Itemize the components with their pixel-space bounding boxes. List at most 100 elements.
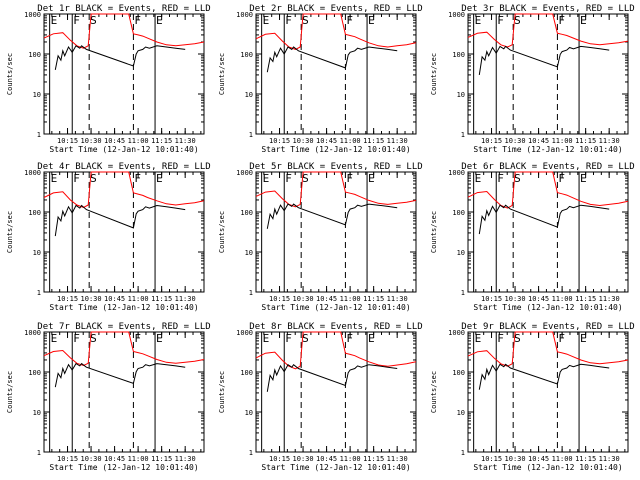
y-axis-label: Counts/sec xyxy=(6,371,14,413)
x-tick-label: 10:45 xyxy=(316,295,337,303)
x-tick-label: 10:30 xyxy=(81,137,102,145)
x-tick-label: 11:15 xyxy=(363,295,384,303)
marker-label: E xyxy=(156,172,163,185)
x-tick-label: 11:15 xyxy=(575,455,596,463)
series-line-events xyxy=(54,45,186,70)
marker-label: F xyxy=(73,332,80,345)
marker-label: E xyxy=(51,14,58,27)
marker-label: S xyxy=(302,332,309,345)
series-line-lld xyxy=(467,13,629,48)
marker-label: E xyxy=(580,332,587,345)
x-tick-label: 10:30 xyxy=(293,455,314,463)
marker-label: E xyxy=(475,14,482,27)
y-tick-label: 1000 xyxy=(448,11,465,19)
y-tick-label: 1 xyxy=(461,289,465,297)
x-tick-label: 11:30 xyxy=(387,295,408,303)
marker-label: S xyxy=(514,172,521,185)
chart-title: Det 8r BLACK = Events, RED = LLD xyxy=(249,322,422,332)
y-axis-label: Counts/sec xyxy=(218,53,226,95)
chart-panel: Det 3r BLACK = Events, RED = LLD 1 10 100 10… xyxy=(430,4,635,154)
marker-label: S xyxy=(90,332,97,345)
marker-label: S xyxy=(90,172,97,185)
x-tick-label: 10:45 xyxy=(528,137,549,145)
y-tick-label: 10 xyxy=(457,91,465,99)
y-tick-label: 10 xyxy=(457,409,465,417)
marker-label: S xyxy=(514,14,521,27)
marker-label: E xyxy=(51,332,58,345)
x-tick-label: 11:30 xyxy=(599,137,620,145)
x-tick-label: 11:00 xyxy=(552,295,573,303)
x-tick-label: 10:30 xyxy=(81,295,102,303)
x-tick-label: 10:15 xyxy=(269,295,290,303)
x-tick-label: 10:30 xyxy=(293,295,314,303)
y-tick-label: 1000 xyxy=(24,169,41,177)
series-line-lld xyxy=(255,331,417,370)
series-line-lld xyxy=(255,171,417,208)
marker-label: E xyxy=(580,14,587,27)
x-tick-label: 11:00 xyxy=(128,455,149,463)
marker-label: E xyxy=(156,332,163,345)
x-tick-label: 11:00 xyxy=(552,455,573,463)
series-line-lld xyxy=(43,171,205,208)
marker-label: F xyxy=(73,172,80,185)
x-axis-label: Start Time (12-Jan-12 10:01:40) xyxy=(49,303,198,312)
y-tick-label: 10 xyxy=(33,249,41,257)
marker-label: E xyxy=(156,14,163,27)
y-tick-label: 1 xyxy=(461,131,465,139)
marker-label: F xyxy=(497,172,504,185)
chart-panel: Det 2r BLACK = Events, RED = LLD 1 10 100 10… xyxy=(218,4,423,154)
series-line-events xyxy=(478,204,610,235)
x-tick-label: 10:15 xyxy=(57,137,78,145)
x-tick-label: 11:30 xyxy=(175,455,196,463)
marker-label: F xyxy=(134,332,141,345)
y-tick-label: 100 xyxy=(452,369,465,377)
marker-label: E xyxy=(475,332,482,345)
y-tick-label: 100 xyxy=(452,51,465,59)
x-tick-label: 10:45 xyxy=(528,295,549,303)
y-tick-label: 10 xyxy=(33,409,41,417)
marker-label: E xyxy=(368,14,375,27)
y-axis-label: Counts/sec xyxy=(218,211,226,253)
x-tick-label: 10:30 xyxy=(505,137,526,145)
x-tick-label: 11:00 xyxy=(340,455,361,463)
marker-label: E xyxy=(51,172,58,185)
x-tick-label: 11:00 xyxy=(128,137,149,145)
marker-label: S xyxy=(90,14,97,27)
marker-label: F xyxy=(285,172,292,185)
x-tick-label: 10:15 xyxy=(481,137,502,145)
x-axis-label: Start Time (12-Jan-12 10:01:40) xyxy=(261,303,410,312)
chart-title: Det 7r BLACK = Events, RED = LLD xyxy=(37,322,210,332)
x-axis-label: Start Time (12-Jan-12 10:01:40) xyxy=(49,145,198,154)
marker-label: E xyxy=(263,332,270,345)
x-tick-label: 10:15 xyxy=(481,295,502,303)
series-line-lld xyxy=(467,171,629,209)
x-tick-label: 10:45 xyxy=(528,455,549,463)
y-tick-label: 1000 xyxy=(448,169,465,177)
marker-label: F xyxy=(285,332,292,345)
y-tick-label: 100 xyxy=(28,209,41,217)
x-tick-label: 11:15 xyxy=(151,137,172,145)
marker-label: E xyxy=(368,172,375,185)
chart-title: Det 1r BLACK = Events, RED = LLD xyxy=(37,4,210,14)
x-tick-label: 11:30 xyxy=(599,455,620,463)
series-line-lld xyxy=(467,331,629,367)
x-tick-label: 11:30 xyxy=(387,137,408,145)
y-tick-label: 100 xyxy=(28,51,41,59)
y-tick-label: 1000 xyxy=(448,329,465,337)
x-axis-label: Start Time (12-Jan-12 10:01:40) xyxy=(473,463,622,472)
y-tick-label: 100 xyxy=(28,369,41,377)
x-tick-label: 11:30 xyxy=(599,295,620,303)
chart-panel: Det 5r BLACK = Events, RED = LLD 1 10 100 10… xyxy=(218,162,423,312)
y-tick-label: 1 xyxy=(37,289,41,297)
x-tick-label: 10:15 xyxy=(57,295,78,303)
marker-label: F xyxy=(558,14,565,27)
x-axis-label: Start Time (12-Jan-12 10:01:40) xyxy=(261,463,410,472)
chart-panel: Det 7r BLACK = Events, RED = LLD 1 10 100 10… xyxy=(6,322,211,472)
x-tick-label: 11:00 xyxy=(340,295,361,303)
y-tick-label: 1 xyxy=(249,289,253,297)
x-tick-label: 11:15 xyxy=(575,137,596,145)
y-tick-label: 1000 xyxy=(236,11,253,19)
y-axis-label: Counts/sec xyxy=(430,371,438,413)
x-tick-label: 11:30 xyxy=(387,455,408,463)
y-tick-label: 100 xyxy=(240,369,253,377)
